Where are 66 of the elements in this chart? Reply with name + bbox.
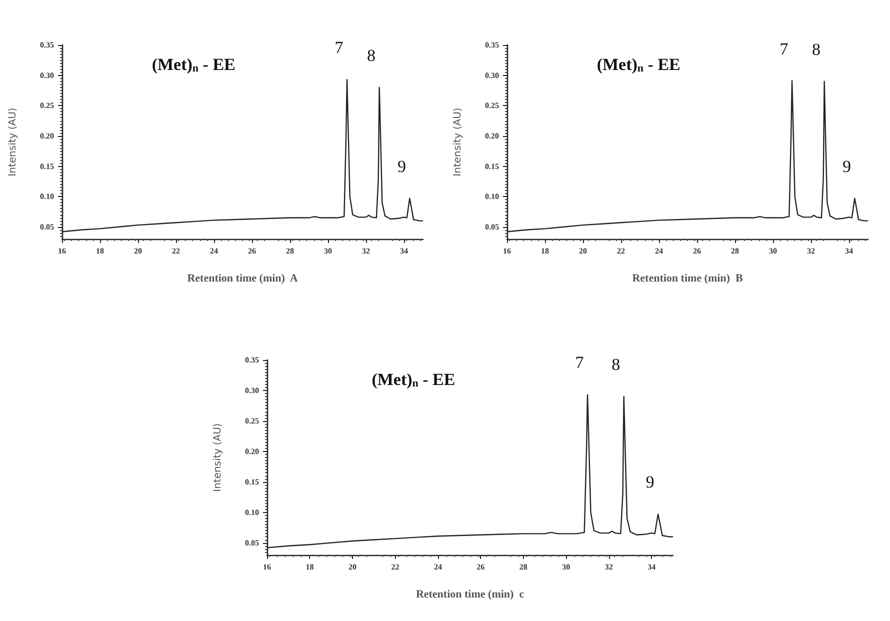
annotation: 7 [575, 353, 584, 372]
y-tick-label: 0.05 [485, 222, 499, 232]
x-tick-label: 28 [731, 246, 739, 256]
x-tick-label: 18 [541, 246, 549, 256]
x-tick-label: 22 [172, 246, 180, 256]
x-tick-label: 20 [348, 562, 356, 572]
y-tick-label: 0.20 [245, 446, 259, 456]
x-tick-label: 18 [96, 246, 104, 256]
y-tick-label: 0.30 [485, 70, 499, 80]
y-tick-label: 0.35 [485, 40, 499, 50]
x-tick-label: 24 [210, 246, 218, 256]
y-tick-label: 0.20 [40, 131, 54, 140]
annotation: 8 [812, 40, 821, 59]
y-tick-label: 0.35 [245, 356, 259, 364]
x-tick-label: 22 [391, 562, 400, 572]
x-tick-label: 20 [134, 246, 142, 256]
x-tick-label: 34 [845, 246, 853, 256]
y-tick-label: 0.05 [245, 538, 259, 548]
y-tick-label: 0.25 [485, 101, 499, 110]
x-tick-label: 30 [324, 246, 332, 256]
x-axis-title: Retention time (min) B [632, 272, 744, 284]
x-tick-label: 32 [807, 246, 815, 256]
x-tick-label: 16 [503, 246, 511, 256]
x-tick-label: 16 [58, 246, 66, 256]
x-tick-label: 24 [434, 562, 442, 572]
y-axis-title: Intensity (AU) [212, 423, 224, 492]
x-tick-label: 24 [655, 246, 663, 256]
x-tick-label: 16 [263, 562, 271, 572]
y-tick-label: 0.05 [40, 222, 54, 232]
x-axis-title: Retention time (min) c [416, 588, 524, 600]
x-tick-label: 20 [579, 246, 587, 256]
x-tick-label: 26 [693, 246, 701, 256]
y-tick-label: 0.25 [40, 101, 54, 110]
x-tick-label: 18 [306, 562, 314, 572]
y-axis-title: Intensity (AU) [452, 108, 464, 176]
x-tick-label: 28 [519, 562, 528, 572]
y-tick-label: 0.15 [485, 162, 499, 171]
y-tick-label: 0.10 [40, 192, 54, 202]
y-tick-label: 0.10 [245, 508, 259, 517]
x-tick-label: 32 [362, 246, 370, 256]
annotation: 8 [367, 46, 376, 65]
y-tick-label: 0.35 [40, 40, 54, 50]
annotation: 9 [646, 472, 654, 492]
y-tick-label: 0.15 [40, 162, 54, 171]
x-tick-label: 34 [648, 562, 656, 572]
y-tick-label: 0.30 [245, 386, 259, 395]
annotation: 9 [842, 156, 851, 176]
y-tick-label: 0.15 [245, 477, 259, 486]
x-tick-label: 34 [400, 246, 408, 256]
x-tick-label: 30 [562, 562, 570, 572]
annotation: 7 [780, 39, 789, 58]
y-axis-title: Intensity (AU) [8, 108, 18, 176]
y-tick-label: 0.20 [485, 131, 499, 140]
annotation: 7 [334, 38, 344, 58]
x-axis-title: Retention time (min) A [187, 272, 298, 284]
x-tick-label: 22 [617, 246, 625, 256]
x-tick-label: 32 [604, 562, 613, 572]
y-tick-label: 0.30 [40, 70, 54, 80]
x-tick-label: 26 [248, 246, 256, 256]
annotation: 9 [397, 156, 406, 176]
x-tick-label: 30 [769, 246, 777, 256]
y-tick-label: 0.25 [245, 416, 259, 426]
annotation: 8 [612, 355, 620, 374]
x-tick-label: 26 [476, 562, 485, 572]
y-tick-label: 0.10 [485, 192, 499, 202]
x-tick-label: 28 [286, 246, 294, 256]
